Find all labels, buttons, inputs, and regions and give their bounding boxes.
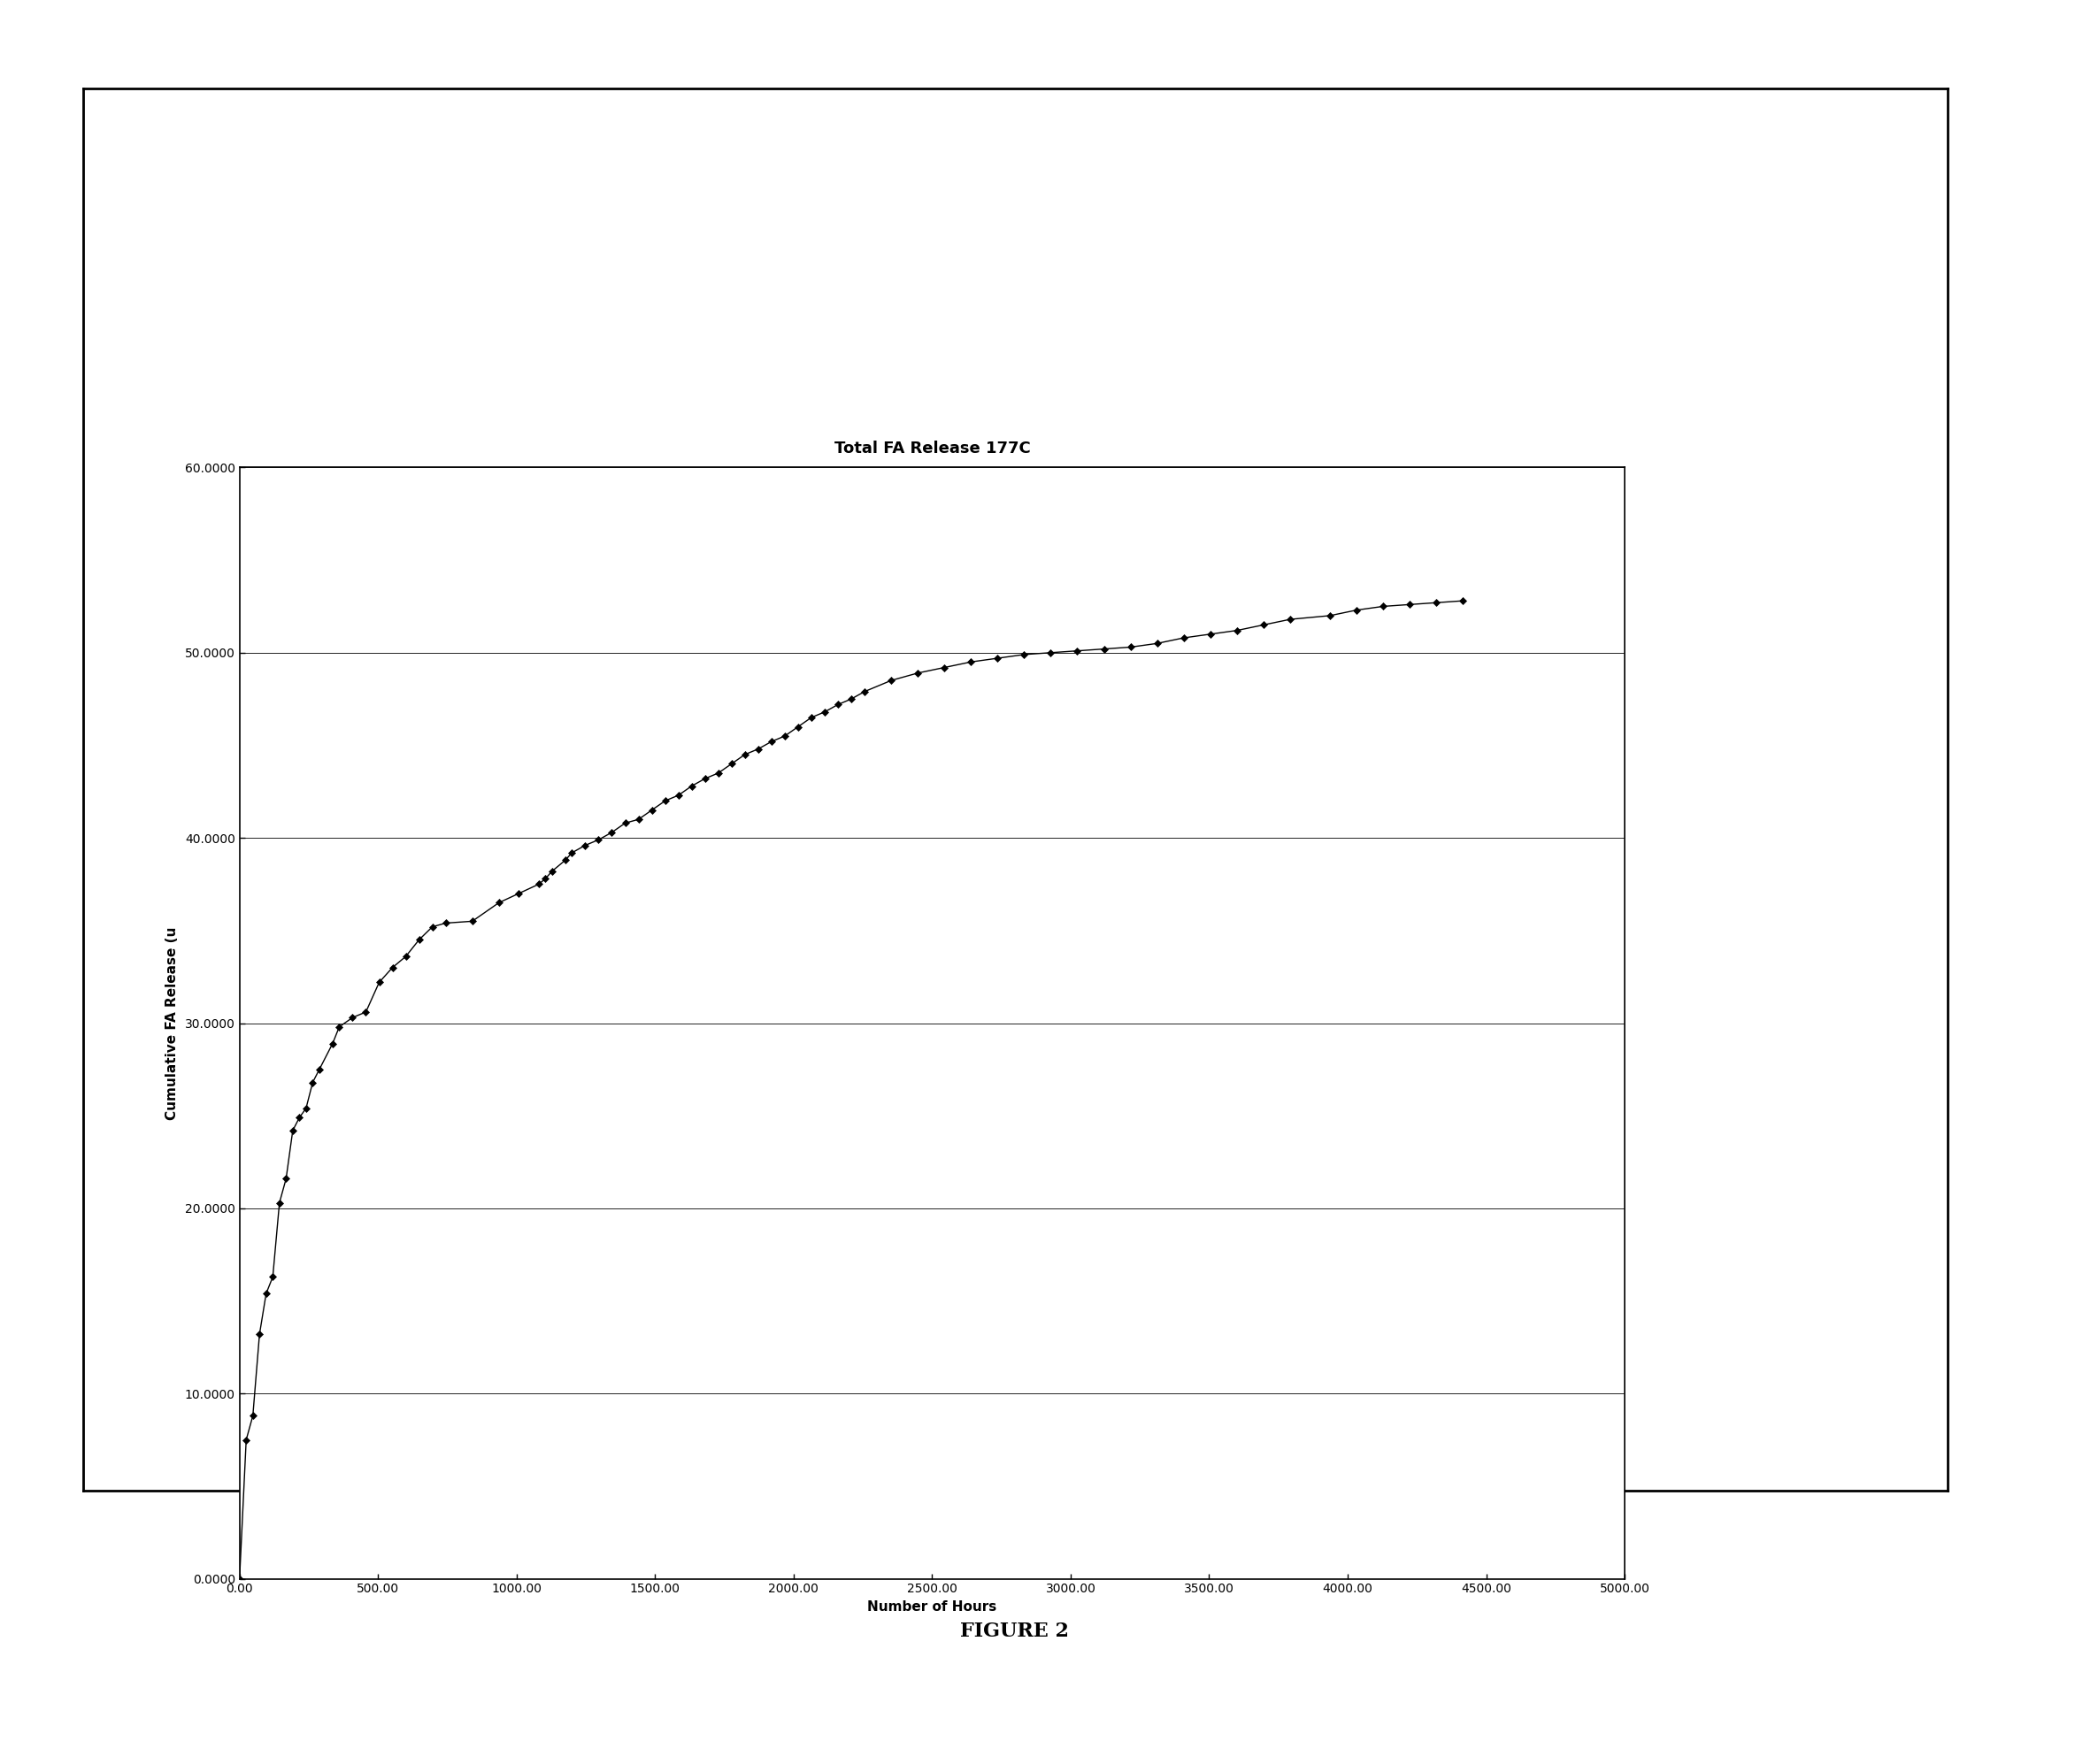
- X-axis label: Number of Hours: Number of Hours: [867, 1600, 998, 1614]
- Text: FIGURE 2: FIGURE 2: [960, 1621, 1069, 1642]
- Title: Total FA Release 177C: Total FA Release 177C: [833, 441, 1031, 457]
- Y-axis label: Cumulative FA Release (u: Cumulative FA Release (u: [165, 926, 179, 1120]
